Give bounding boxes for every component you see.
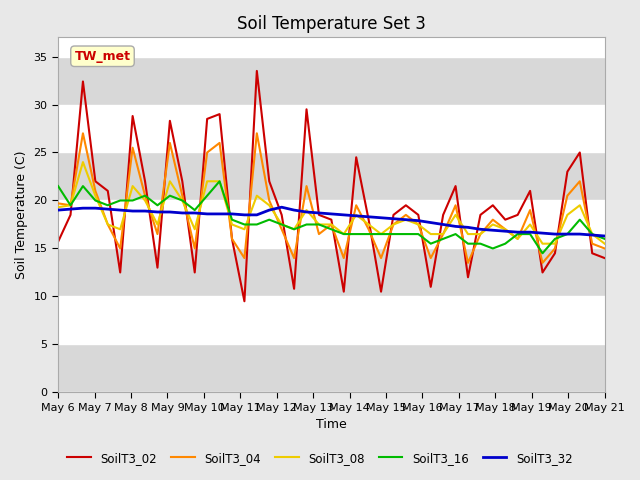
Text: TW_met: TW_met xyxy=(74,50,131,63)
X-axis label: Time: Time xyxy=(316,419,347,432)
Bar xyxy=(58,345,605,393)
Title: Soil Temperature Set 3: Soil Temperature Set 3 xyxy=(237,15,426,33)
Bar xyxy=(58,57,605,105)
Y-axis label: Soil Temperature (C): Soil Temperature (C) xyxy=(15,151,28,279)
Bar xyxy=(58,153,605,201)
Legend: SoilT3_02, SoilT3_04, SoilT3_08, SoilT3_16, SoilT3_32: SoilT3_02, SoilT3_04, SoilT3_08, SoilT3_… xyxy=(63,447,577,469)
Bar xyxy=(58,249,605,297)
